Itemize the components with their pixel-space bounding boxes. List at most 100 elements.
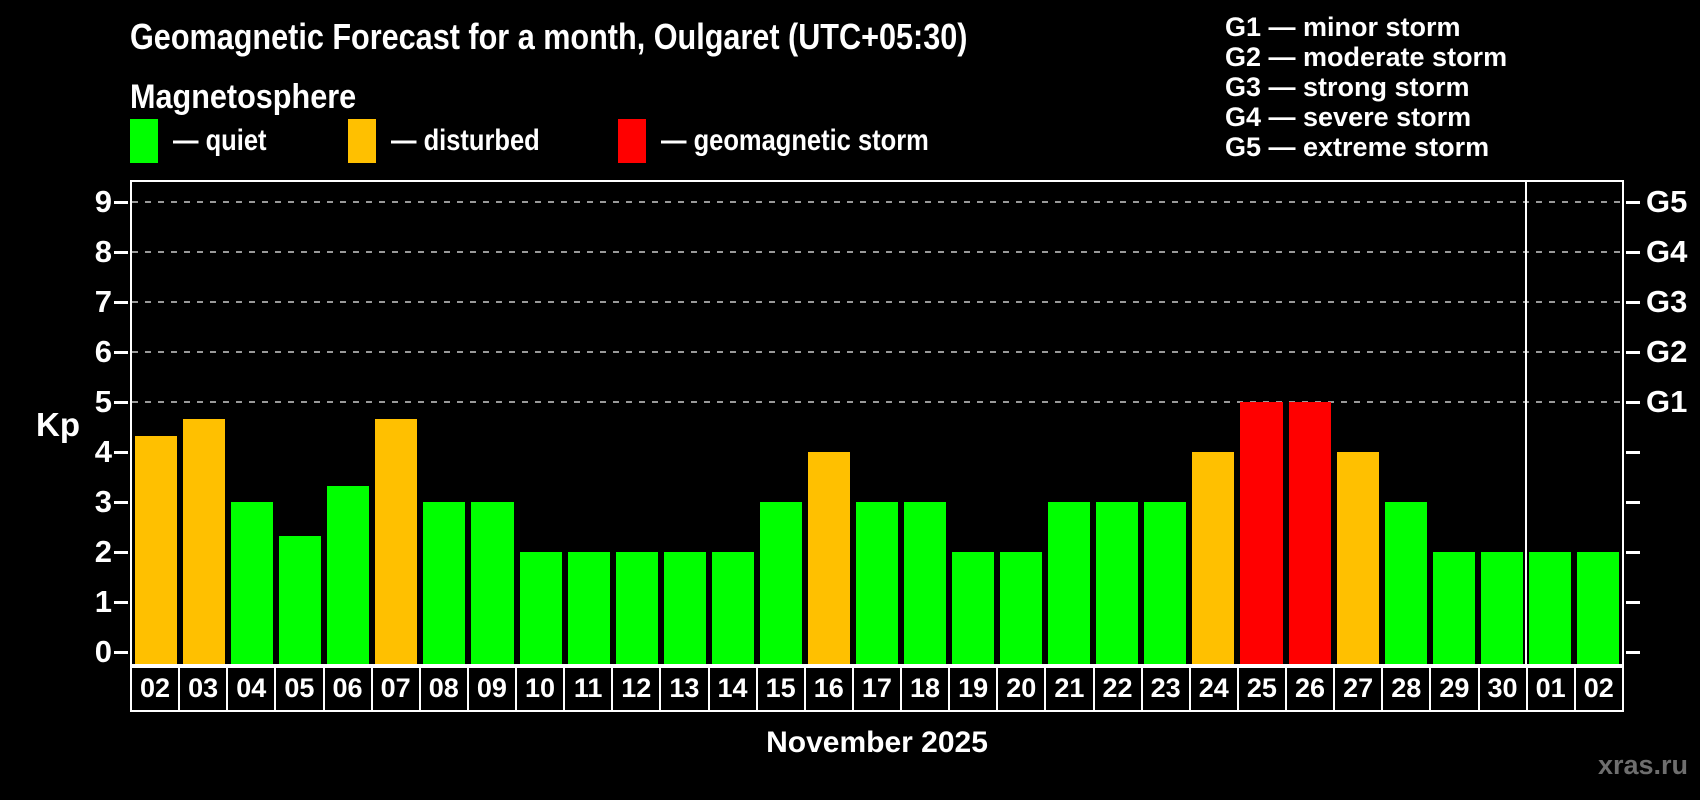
kp-axis-label: Kp (36, 406, 80, 443)
kp-bar (183, 418, 226, 664)
g1-legend-line: G1 — minor storm (1225, 12, 1461, 42)
kp-bar (1288, 402, 1331, 664)
day-label-cell: 24 (1190, 668, 1237, 710)
quiet-label: — quiet (173, 124, 267, 157)
y-axis-tick-label: 6 (94, 334, 112, 369)
storm-label: — geomagnetic storm (661, 124, 929, 157)
plot-area (114, 180, 1640, 666)
day-label-cell: 21 (1046, 668, 1093, 710)
kp-bar (759, 502, 802, 664)
gridline-kp8 (132, 251, 1622, 253)
right-axis-tick (1626, 601, 1640, 604)
kp-bar (1432, 552, 1475, 664)
storm-scale-legend: G1 — minor storm G2 — moderate storm G3 … (1225, 12, 1507, 162)
y-axis-tick (114, 551, 128, 554)
right-axis-label-g3: G3 (1646, 284, 1688, 319)
y-axis-tick (114, 301, 128, 304)
day-label-cell: 13 (661, 668, 708, 710)
y-axis-tick-label: 4 (94, 434, 112, 469)
month-label: November 2025 (766, 726, 988, 759)
right-axis-label-g5: G5 (1646, 184, 1688, 219)
day-label-cell: 17 (853, 668, 900, 710)
right-axis-tick (1626, 401, 1640, 404)
kp-bar (1000, 552, 1043, 664)
disturbed-label: — disturbed (391, 124, 540, 157)
day-label-cell: 16 (805, 668, 852, 710)
x-axis-day-labels: 02 03 04 05 06 07 08 09 10 11 12 13 14 15 16 17 18 19 20 21… (130, 666, 1624, 712)
day-label-cell: 01 (1527, 668, 1574, 710)
day-label-cell: 04 (228, 668, 275, 710)
quiet-color-swatch (130, 119, 158, 163)
day-label-cell: 05 (276, 668, 323, 710)
legend-item-quiet: — quiet (130, 118, 283, 164)
y-axis-tick (114, 201, 128, 204)
kp-bar (135, 435, 178, 664)
kp-bar (375, 418, 418, 664)
kp-bar (423, 502, 466, 664)
y-axis-tick (114, 351, 128, 354)
g3-legend-line: G3 — strong storm (1225, 72, 1470, 102)
y-axis-tick (114, 251, 128, 254)
day-label-cell: 12 (613, 668, 660, 710)
day-label-cell: 03 (180, 668, 227, 710)
magnetosphere-label-text: Magnetosphere (130, 78, 357, 116)
y-axis-tick-label: 0 (94, 634, 112, 669)
day-label-cell: 09 (468, 668, 515, 710)
kp-bar (231, 502, 274, 664)
y-axis-tick-label: 7 (94, 284, 112, 319)
month-separator-line (1524, 182, 1527, 664)
kp-bar (1096, 502, 1139, 664)
kp-bar (1384, 502, 1427, 664)
day-label-cell: 06 (324, 668, 371, 710)
legend-item-storm: — geomagnetic storm (618, 118, 976, 164)
kp-bar (711, 552, 754, 664)
kp-bar (615, 552, 658, 664)
kp-bar (1336, 452, 1379, 664)
right-axis-label-g2: G2 (1646, 334, 1688, 369)
kp-bar (1240, 402, 1283, 664)
legend-item-disturbed: — disturbed (348, 118, 566, 164)
day-label-cell: 08 (420, 668, 467, 710)
kp-bar (1048, 502, 1091, 664)
kp-bar (663, 552, 706, 664)
y-axis-tick (114, 451, 128, 454)
kp-bar (279, 535, 322, 664)
right-axis-label-g1: G1 (1646, 384, 1688, 419)
g2-legend-line: G2 — moderate storm (1225, 42, 1508, 72)
day-label-cell: 22 (1094, 668, 1141, 710)
y-axis-tick (114, 401, 128, 404)
day-label-cell: 23 (1142, 668, 1189, 710)
kp-bar (471, 502, 514, 664)
y-axis-tick (114, 601, 128, 604)
kp-bar (1480, 552, 1523, 664)
gridline-kp9 (132, 201, 1622, 203)
day-label-cell: 07 (372, 668, 419, 710)
kp-bar (904, 502, 947, 664)
magnetosphere-label: Magnetosphere (130, 78, 381, 117)
kp-bar (1192, 452, 1235, 664)
gridline-kp7 (132, 301, 1622, 303)
y-axis-tick-label: 1 (94, 584, 112, 619)
y-axis-tick (114, 651, 128, 654)
kp-bar (1576, 552, 1619, 664)
right-axis-label-g4: G4 (1646, 234, 1688, 269)
kp-bar (567, 552, 610, 664)
day-label-cell: 11 (565, 668, 612, 710)
day-label-cell: 30 (1479, 668, 1526, 710)
day-label-cell: 18 (902, 668, 949, 710)
day-label-cell: 27 (1335, 668, 1382, 710)
day-label-cell: 02 (1575, 668, 1622, 710)
y-axis-tick-label: 9 (94, 184, 112, 219)
day-label-cell: 10 (517, 668, 564, 710)
page-title-text: Geomagnetic Forecast for a month, Oulgar… (130, 16, 968, 57)
kp-bar (519, 552, 562, 664)
right-axis-tick (1626, 301, 1640, 304)
watermark: xras.ru (1597, 750, 1688, 780)
day-label-cell: 02 (132, 668, 179, 710)
right-axis-tick (1626, 501, 1640, 504)
g4-legend-line: G4 — severe storm (1225, 102, 1472, 132)
right-axis-tick (1626, 251, 1640, 254)
kp-bar (1528, 552, 1571, 664)
gridline-kp5 (132, 401, 1622, 403)
kp-bar (855, 502, 899, 664)
